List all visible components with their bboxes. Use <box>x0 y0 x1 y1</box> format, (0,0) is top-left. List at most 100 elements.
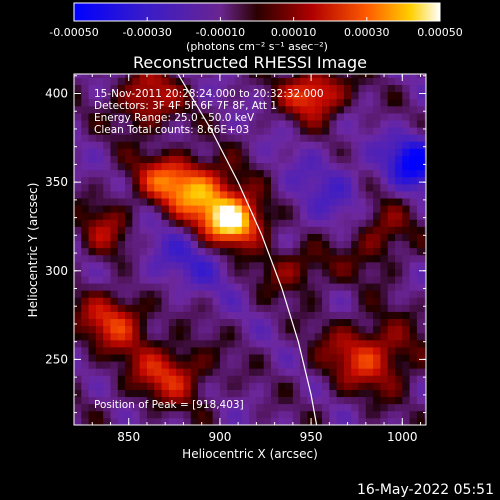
heatmap-cell <box>117 347 126 355</box>
heatmap-cell <box>300 368 308 376</box>
heatmap-cell <box>74 332 82 341</box>
heatmap-cell <box>322 191 330 199</box>
heatmap-cell <box>278 105 286 114</box>
heatmap-cell <box>219 127 228 135</box>
heatmap-cell <box>343 141 352 149</box>
heatmap-cell <box>314 198 323 206</box>
heatmap-cell <box>190 410 199 419</box>
heatmap-cell <box>285 311 294 320</box>
heatmap-cell <box>285 77 294 86</box>
heatmap-cell <box>249 261 257 270</box>
heatmap-cell <box>74 134 82 142</box>
heatmap-cell <box>329 74 338 78</box>
heatmap-cell <box>263 361 272 369</box>
heatmap-cell <box>139 169 148 178</box>
heatmap-cell <box>139 74 148 78</box>
heatmap-cell <box>125 269 133 277</box>
heatmap-cell <box>146 183 155 192</box>
heatmap-cell <box>161 169 170 178</box>
heatmap-cell <box>365 269 374 277</box>
heatmap-cell <box>249 134 257 142</box>
heatmap-cell <box>117 226 126 234</box>
heatmap-cell <box>343 410 352 419</box>
heatmap-cell <box>103 240 111 249</box>
heatmap-cell <box>409 198 418 206</box>
heatmap-cell <box>351 205 359 213</box>
heatmap-cell <box>380 183 389 192</box>
heatmap-cell <box>227 105 235 114</box>
heatmap-cell <box>270 105 279 114</box>
heatmap-cell <box>263 162 272 171</box>
heatmap-cell <box>168 205 177 213</box>
heatmap-cell <box>402 74 410 78</box>
heatmap-cell <box>300 325 308 334</box>
heatmap-cell <box>416 198 425 206</box>
heatmap-cell <box>278 261 286 270</box>
heatmap-cell <box>146 375 155 383</box>
heatmap-cell <box>336 403 345 412</box>
heatmap-cell <box>176 120 184 128</box>
heatmap-cell <box>292 162 301 171</box>
heatmap-cell <box>139 212 148 220</box>
heatmap-cell <box>176 233 184 242</box>
heatmap-cell <box>278 247 286 256</box>
heatmap-cell <box>95 120 104 128</box>
heatmap-cell <box>117 410 126 419</box>
heatmap-cell <box>256 261 265 270</box>
heatmap-cell <box>103 410 111 419</box>
heatmap-cell <box>219 368 228 376</box>
heatmap-cell <box>81 247 89 256</box>
heatmap-cell <box>270 198 279 206</box>
heatmap-cell <box>409 368 418 376</box>
heatmap-cell <box>292 311 301 320</box>
heatmap-cell <box>336 77 345 86</box>
heatmap-cell <box>198 290 206 298</box>
heatmap-cell <box>139 410 148 419</box>
heatmap-cell <box>234 354 243 362</box>
heatmap-cell <box>168 169 177 178</box>
heatmap-cell <box>95 361 104 369</box>
heatmap-cell <box>198 162 206 171</box>
heatmap-cell <box>88 368 97 376</box>
heatmap-cell <box>74 382 82 390</box>
heatmap-cell <box>241 240 250 249</box>
heatmap-cell <box>351 375 359 383</box>
heatmap-cell <box>351 141 359 149</box>
heatmap-cell <box>373 297 381 305</box>
heatmap-cell <box>387 169 396 178</box>
heatmap-cell <box>307 198 316 206</box>
heatmap-cell <box>424 332 426 341</box>
heatmap-cell <box>351 325 359 334</box>
heatmap-cell <box>329 311 338 320</box>
heatmap-cell <box>198 240 206 249</box>
heatmap-cell <box>176 77 184 86</box>
heatmap-cell <box>154 368 162 376</box>
heatmap-cell <box>88 269 97 277</box>
heatmap-cell <box>132 233 141 242</box>
heatmap-cell <box>416 339 425 348</box>
heatmap-cell <box>117 368 126 376</box>
heatmap-cell <box>205 105 214 114</box>
heatmap-cell <box>190 290 199 298</box>
heatmap-cell <box>139 389 148 398</box>
heatmap-cell <box>125 77 133 86</box>
heatmap-cell <box>117 339 126 348</box>
heatmap-cell <box>329 247 338 256</box>
heatmap-cell <box>117 141 126 149</box>
heatmap-cell <box>190 155 199 164</box>
heatmap-cell <box>300 176 308 185</box>
heatmap-cell <box>351 120 359 128</box>
heatmap-cell <box>95 134 104 142</box>
heatmap-cell <box>285 396 294 405</box>
heatmap-cell <box>343 254 352 263</box>
heatmap-cell <box>358 382 367 390</box>
heatmap-cell <box>234 233 243 242</box>
heatmap-cell <box>270 155 279 164</box>
heatmap-cell <box>205 396 214 405</box>
heatmap-cell <box>351 304 359 312</box>
heatmap-cell <box>416 368 425 376</box>
heatmap-cell <box>219 98 228 107</box>
heatmap-cell <box>336 332 345 341</box>
heatmap-cell <box>263 318 272 327</box>
heatmap-cell <box>394 325 403 334</box>
